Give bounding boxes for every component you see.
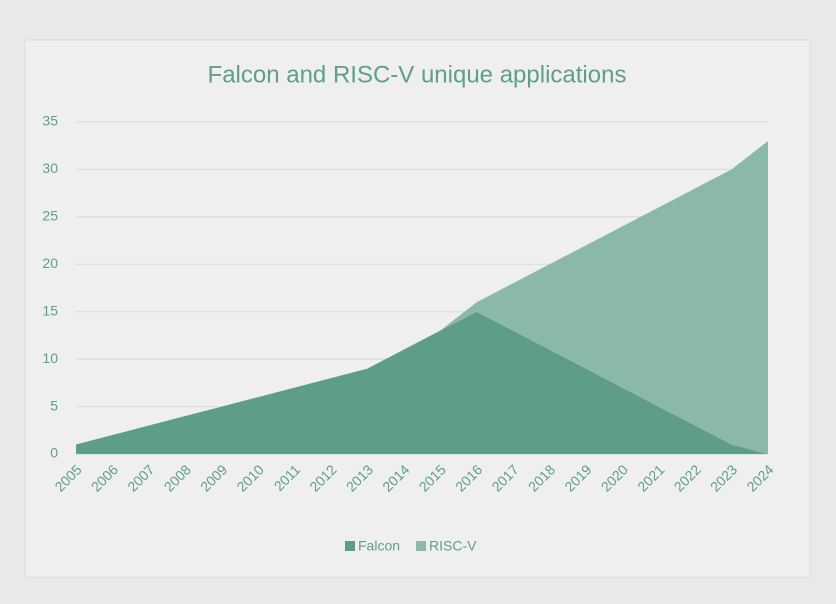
legend-swatch: [345, 541, 355, 551]
y-tick-label: 30: [42, 160, 58, 176]
area: [76, 140, 768, 454]
legend-label: RISC-V: [429, 538, 477, 554]
y-tick-label: 15: [42, 302, 58, 318]
area: [76, 311, 768, 454]
y-tick-label: 10: [42, 350, 58, 366]
chart-title: Falcon and RISC-V unique applications: [208, 61, 627, 88]
y-tick-label: 0: [50, 445, 58, 461]
y-tick-label: 5: [50, 397, 58, 413]
legend-label: Falcon: [358, 538, 400, 554]
legend-swatch: [416, 541, 427, 551]
y-tick-label: 20: [42, 255, 58, 271]
y-tick-label: 25: [42, 208, 58, 224]
y-tick-label: 35: [42, 113, 58, 129]
